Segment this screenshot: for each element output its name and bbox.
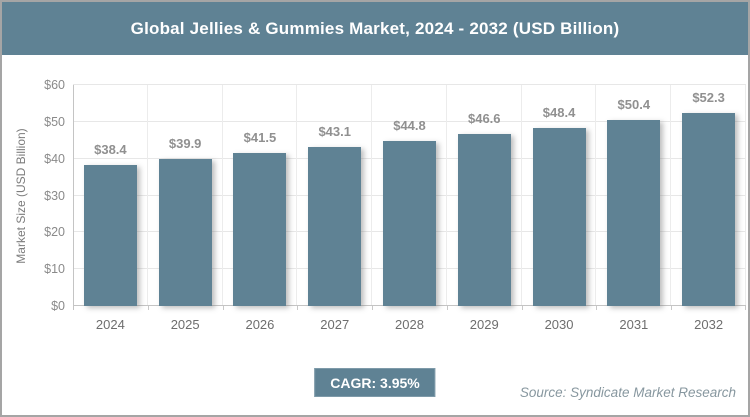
chart-title-bar: Global Jellies & Gummies Market, 2024 - … [2, 2, 748, 55]
bar [532, 127, 586, 306]
grid-line-v [670, 85, 672, 306]
bar [308, 147, 362, 306]
x-tick-label: 2026 [245, 317, 275, 332]
y-tick-label: $50 [44, 114, 65, 129]
grid-line-v [221, 85, 223, 306]
grid-line-v [745, 85, 746, 306]
y-tick-label: $40 [44, 151, 65, 166]
y-tick-label: $30 [44, 188, 65, 203]
y-axis-line [73, 85, 74, 310]
x-tick-label: 2029 [469, 317, 499, 332]
x-tick-label: 2024 [95, 317, 125, 332]
grid-line-v [146, 85, 148, 306]
bar [233, 153, 287, 306]
bar [457, 134, 511, 306]
y-tick-label: $10 [44, 262, 65, 277]
grid-line-v [371, 85, 373, 306]
source-text: Source: Syndicate Market Research [519, 385, 736, 400]
bar-value-label: $38.4 [94, 141, 127, 157]
y-tick-label: $60 [44, 78, 65, 92]
axis-tick [147, 306, 149, 310]
grid-line-h [73, 84, 746, 85]
bar [83, 164, 137, 306]
axis-tick [297, 306, 299, 310]
bar-value-label: $43.1 [318, 124, 351, 140]
bar-value-label: $44.8 [393, 118, 426, 133]
axis-tick [446, 306, 448, 310]
bar [607, 120, 661, 306]
y-tick-label: $20 [44, 225, 65, 240]
bar-value-label: $52.3 [692, 90, 725, 106]
axis-tick [745, 306, 746, 310]
grid-line-v [296, 85, 298, 306]
axis-tick [596, 306, 598, 310]
bar [158, 159, 212, 306]
y-tick-label: $0 [51, 299, 65, 313]
bar-value-label: $41.5 [243, 130, 277, 146]
cagr-badge: CAGR: 3.95% [314, 368, 436, 397]
axis-tick [671, 306, 673, 310]
grid-line-h [73, 120, 746, 122]
bar [682, 113, 736, 306]
chart-title: Global Jellies & Gummies Market, 2024 - … [130, 18, 620, 38]
axis-tick [222, 306, 224, 310]
x-tick-label: 2027 [320, 317, 350, 332]
bar-value-label: $39.9 [168, 136, 202, 152]
x-tick-label: 2030 [544, 317, 574, 332]
x-tick-label: 2031 [619, 317, 649, 332]
grid-line-v [445, 85, 447, 306]
axis-tick [521, 306, 523, 310]
plot-area: $38.4 2024 $39.9 2025 $41.5 2026 $43.1 2027 $44.… [73, 84, 746, 332]
bar-value-label: $48.4 [542, 104, 576, 120]
x-tick-label: 2032 [694, 317, 724, 332]
y-axis-tick-labels: $0 $10 $20 $30 $40 $50 $60 [2, 78, 65, 313]
bar-value-label: $50.4 [617, 97, 651, 113]
x-tick-label: 2025 [170, 317, 200, 332]
grid-line-v [520, 85, 522, 306]
bar [383, 141, 436, 306]
axis-tick [372, 306, 374, 310]
x-tick-label: 2028 [395, 317, 424, 332]
grid-line-v [595, 85, 597, 306]
bar-value-label: $46.6 [467, 111, 501, 127]
